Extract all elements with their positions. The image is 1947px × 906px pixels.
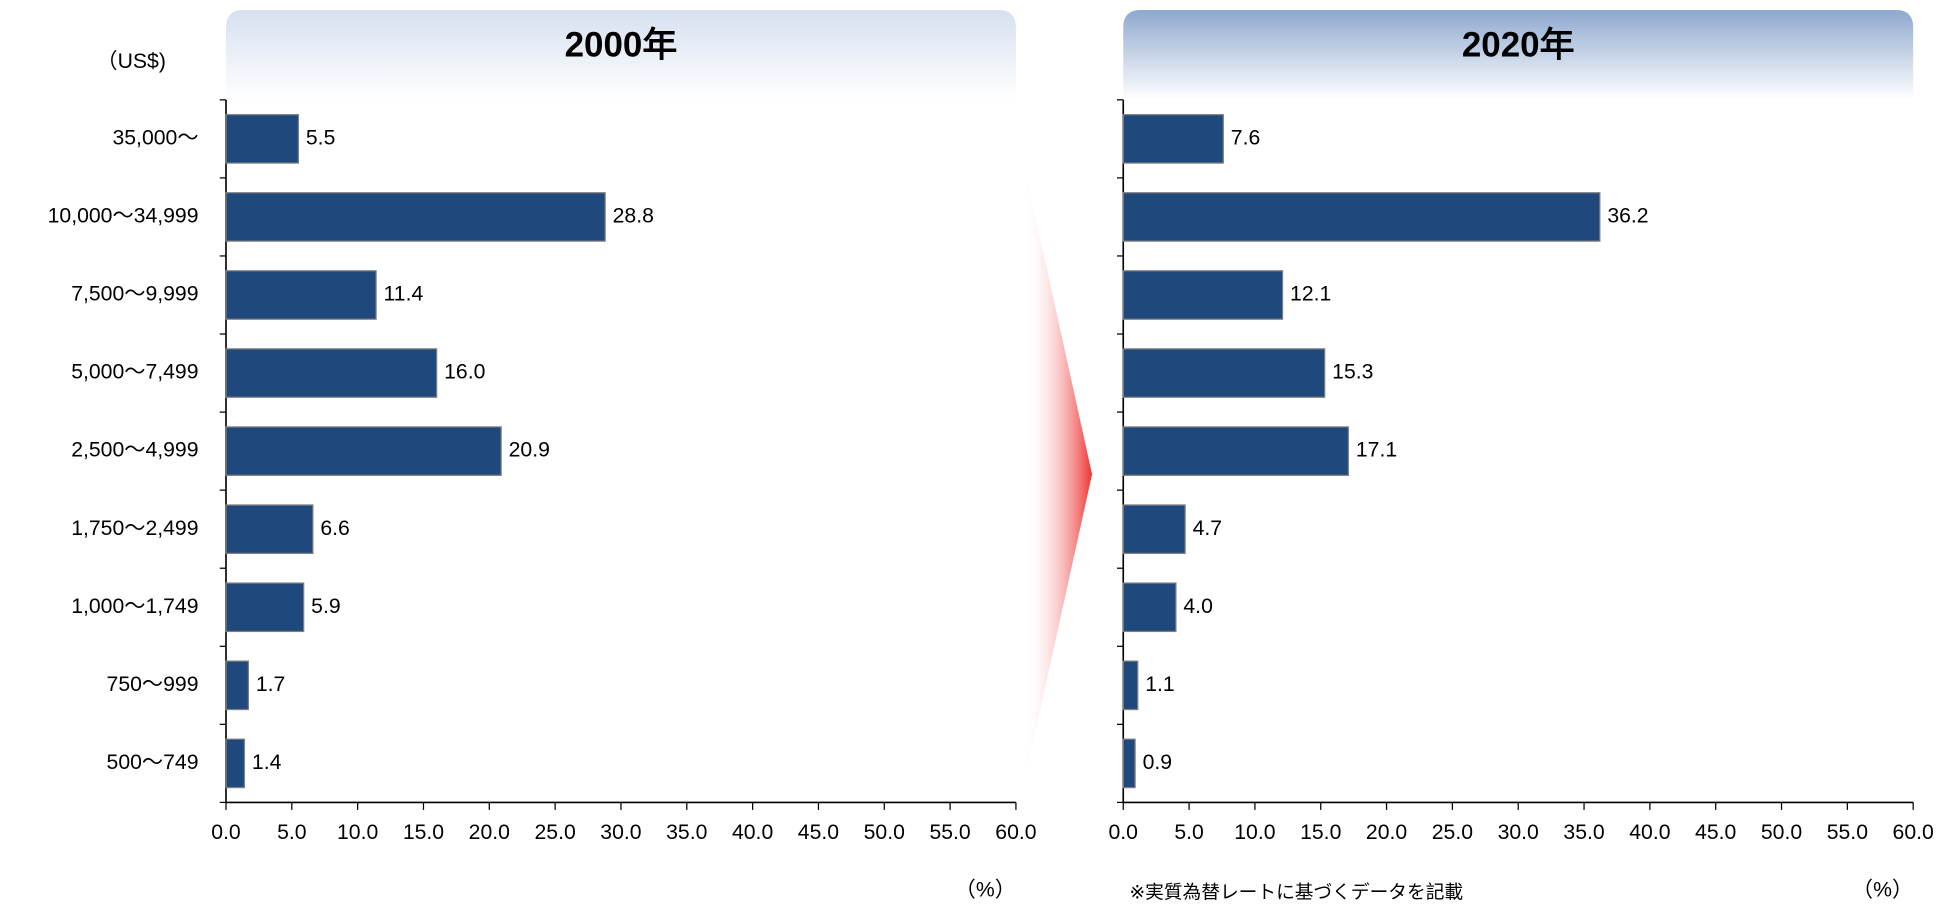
data-label: 17.1 [1356,439,1397,462]
data-label: 1.7 [256,673,285,696]
bar [1122,192,1601,242]
x-tick-label: 10.0 [1234,821,1275,844]
x-tick-label: 55.0 [1827,821,1868,844]
y-tick-label: 1,750～2,499 [71,517,198,540]
x-tick-label: 5.0 [277,821,306,844]
data-label: 36.2 [1607,205,1648,228]
chart-header [225,9,1016,100]
x-tick-label: 20.0 [469,821,510,844]
x-tick-label: 50.0 [1761,821,1802,844]
bar [225,738,246,789]
data-label: 5.5 [306,126,335,149]
y-tick-label: 5,000～7,499 [71,361,198,384]
data-label: 0.9 [1143,751,1172,774]
x-tick-label: 20.0 [1366,821,1407,844]
bar [225,660,249,711]
data-label: 20.9 [509,439,550,462]
bar [1122,348,1326,398]
data-label: 1.1 [1145,673,1174,696]
bar [1122,504,1186,555]
x-tick-label: 45.0 [798,821,839,844]
x-tick-label: 0.0 [211,821,240,844]
x-tick-label: 30.0 [1498,821,1539,844]
y-tick-label: 10,000～34,999 [48,205,199,228]
x-tick-label: 15.0 [403,821,444,844]
x-tick-label: 25.0 [534,821,575,844]
x-tick-label: 0.0 [1109,821,1138,844]
x-tick-label: 50.0 [864,821,905,844]
x-axis-unit: （%） [1852,879,1913,901]
data-label: 5.9 [311,595,340,618]
data-label: 15.3 [1332,361,1373,384]
bar [225,504,314,555]
chart-header [1123,9,1914,100]
x-tick-label: 45.0 [1695,821,1736,844]
data-label: 1.4 [252,751,282,774]
footnote: ※実質為替レートに基づくデータを記載 [1129,881,1463,901]
bar [1122,660,1139,711]
x-tick-label: 15.0 [1300,821,1341,844]
bar [1122,114,1224,164]
bar [225,348,438,398]
x-tick-label: 35.0 [1563,821,1604,844]
bar [225,426,502,476]
x-tick-label: 40.0 [732,821,773,844]
x-tick-label: 35.0 [666,821,707,844]
y-tick-label: 750～999 [107,673,199,696]
data-label: 28.8 [613,205,654,228]
x-tick-label: 5.0 [1174,821,1203,844]
x-tick-label: 40.0 [1629,821,1670,844]
transition-arrow [1023,162,1093,787]
bar [225,192,606,242]
x-tick-label: 25.0 [1432,821,1473,844]
chart-title: 2020年 [1462,26,1575,65]
x-tick-label: 55.0 [929,821,970,844]
y-tick-label: 7,500～9,999 [71,283,198,306]
y-tick-label: 1,000～1,749 [71,595,198,618]
bar [225,582,305,633]
chart-title: 2000年 [565,26,678,65]
bar [1122,270,1284,320]
y-tick-label: 2,500～4,999 [71,439,198,462]
x-tick-label: 60.0 [1893,821,1934,844]
x-axis-unit: （%） [955,879,1016,901]
bar [1122,582,1177,633]
data-label: 7.6 [1231,126,1260,149]
data-label: 11.4 [384,283,424,306]
bar [225,270,377,320]
data-label: 4.0 [1183,595,1212,618]
bar [225,114,300,164]
data-label: 12.1 [1290,283,1331,306]
data-label: 4.7 [1193,517,1222,540]
x-tick-label: 30.0 [600,821,641,844]
data-label: 6.6 [320,517,349,540]
x-tick-label: 60.0 [995,821,1036,844]
y-tick-label: 35,000～ [112,126,198,149]
bar [1122,426,1350,476]
bar [1122,738,1136,789]
y-axis-unit: （US$) [96,50,166,73]
x-tick-label: 10.0 [337,821,378,844]
data-label: 16.0 [444,361,485,384]
y-tick-label: 500～749 [107,751,199,774]
